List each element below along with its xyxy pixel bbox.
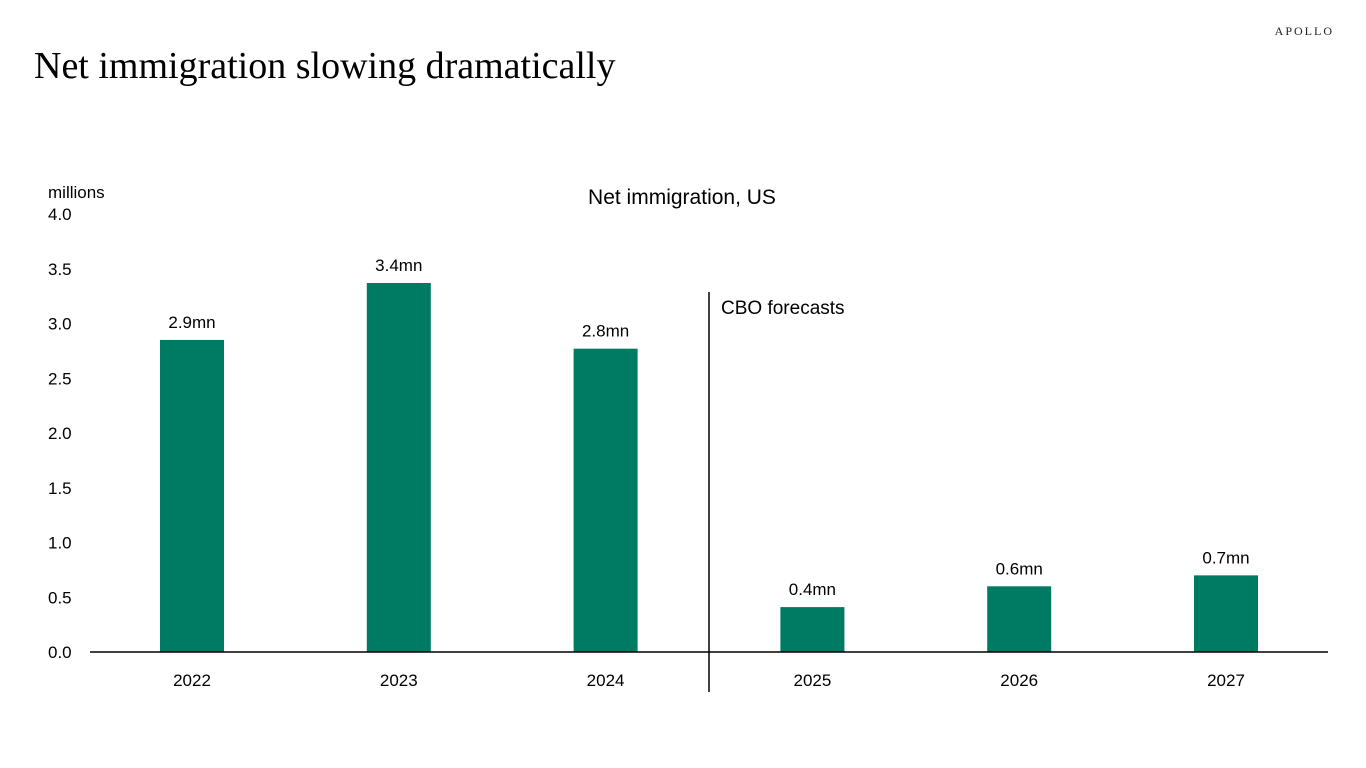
x-tick-label: 2024	[587, 671, 625, 690]
x-tick-label: 2023	[380, 671, 418, 690]
bar-2027	[1194, 575, 1258, 652]
y-tick-label: 3.5	[48, 260, 72, 279]
bar-2023	[366, 282, 431, 652]
y-tick-label: 2.5	[48, 369, 72, 388]
data-label-2026: 0.6mn	[996, 559, 1043, 578]
bar-2025	[780, 607, 845, 652]
y-tick-label: 0.0	[48, 643, 72, 662]
data-label-2023: 3.4mn	[375, 256, 422, 275]
data-label-2025: 0.4mn	[789, 580, 836, 599]
brand-logo: APOLLO	[1274, 24, 1334, 38]
y-tick-label: 0.5	[48, 588, 72, 607]
x-tick-label: 2027	[1207, 671, 1245, 690]
chart-title: Net immigration, US	[588, 186, 776, 209]
bar-2024	[573, 348, 638, 652]
bar-2022	[160, 339, 224, 652]
y-axis-unit-label: millions	[48, 183, 105, 202]
x-tick-label: 2026	[1000, 671, 1038, 690]
y-tick-label: 2.0	[48, 424, 72, 443]
x-tick-label: 2022	[173, 671, 211, 690]
bar-2026	[987, 586, 1052, 652]
forecast-annotation: CBO forecasts	[721, 298, 845, 319]
x-tick-label: 2025	[793, 671, 831, 690]
y-tick-label: 1.0	[48, 534, 72, 553]
y-tick-label: 4.0	[48, 205, 72, 224]
data-label-2022: 2.9mn	[168, 313, 215, 332]
y-tick-label: 1.5	[48, 479, 72, 498]
data-label-2024: 2.8mn	[582, 322, 629, 341]
slide-title: Net immigration slowing dramatically	[34, 45, 616, 87]
data-label-2027: 0.7mn	[1202, 548, 1249, 567]
y-tick-label: 3.0	[48, 315, 72, 334]
